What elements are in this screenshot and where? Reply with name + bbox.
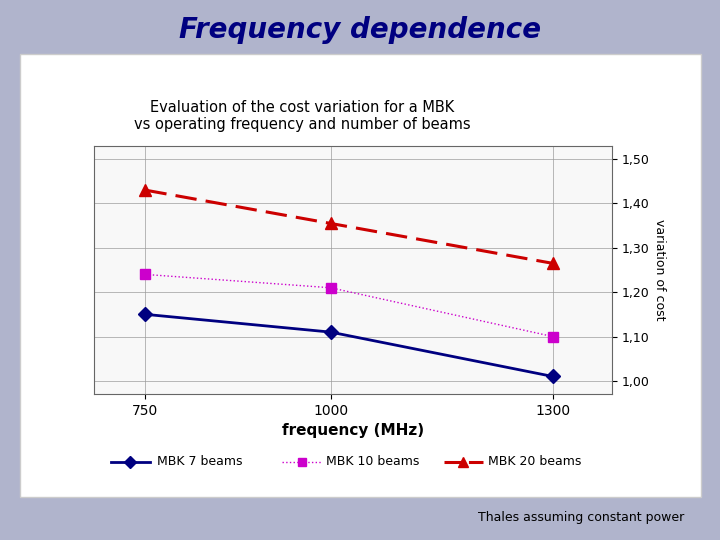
Text: Frequency dependence: Frequency dependence <box>179 16 541 44</box>
Text: MBK 7 beams: MBK 7 beams <box>157 455 243 468</box>
Text: Evaluation of the cost variation for a MBK
vs operating frequency and number of : Evaluation of the cost variation for a M… <box>134 100 471 132</box>
Text: Thales assuming constant power: Thales assuming constant power <box>478 511 684 524</box>
X-axis label: frequency (MHz): frequency (MHz) <box>282 423 424 438</box>
Text: MBK 10 beams: MBK 10 beams <box>326 455 419 468</box>
Text: MBK 20 beams: MBK 20 beams <box>487 455 581 468</box>
Y-axis label: variation of cost: variation of cost <box>653 219 666 321</box>
